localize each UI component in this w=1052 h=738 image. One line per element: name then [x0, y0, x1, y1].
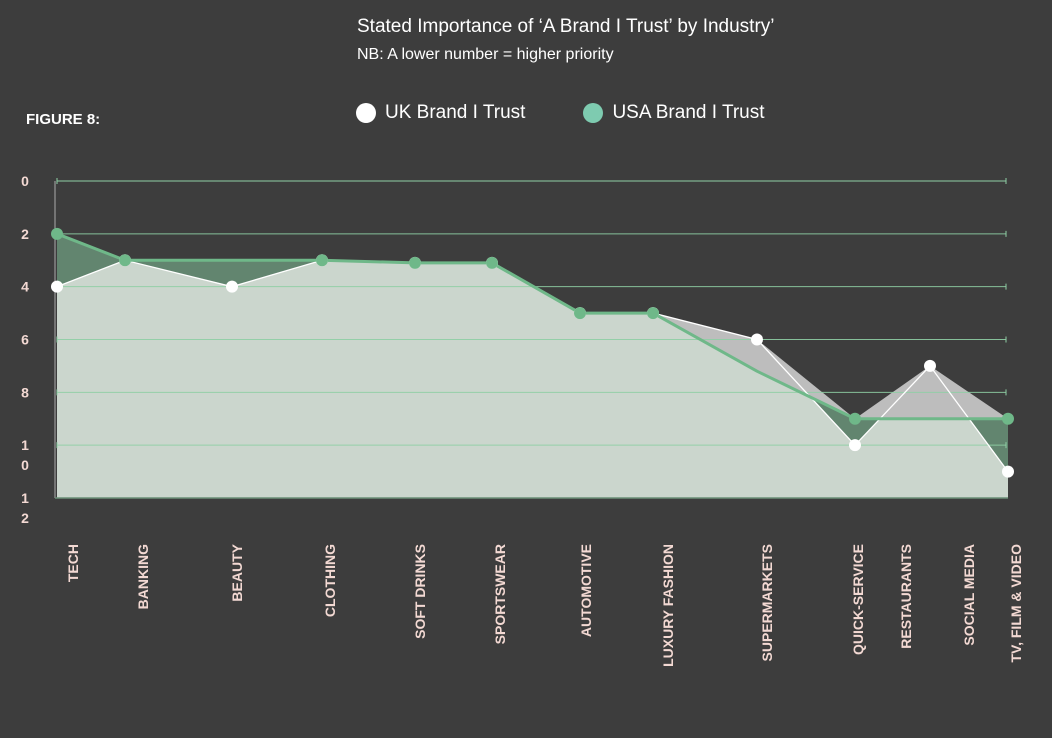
- legend-label-usa: USA Brand I Trust: [612, 102, 765, 123]
- uk-point: [849, 439, 861, 452]
- x-tick-label: AUTOMOTIVE: [578, 544, 594, 637]
- usa-point: [849, 412, 861, 425]
- y-tick-label: 0: [21, 457, 29, 473]
- uk-point: [1002, 465, 1014, 478]
- uk-point: [751, 333, 763, 346]
- usa-point: [316, 254, 328, 267]
- lines-layer: [56, 232, 1009, 472]
- legend-swatch-uk-icon: [356, 103, 376, 123]
- uk-point: [51, 280, 63, 293]
- x-tick-label: CLOTHING: [322, 544, 338, 617]
- x-tick-label: TV, FILM & VIDEO: [1008, 544, 1024, 663]
- x-tick-label: SUPERMARKETS: [759, 544, 775, 661]
- legend-item-usa: USA Brand I Trust: [583, 102, 765, 124]
- usa-point: [409, 256, 421, 269]
- areas-layer: [54, 181, 1008, 499]
- usa-point: [574, 307, 586, 320]
- y-tick-label: 4: [21, 279, 29, 295]
- y-tick-label: 8: [21, 384, 29, 400]
- x-tick-label: TECH: [65, 544, 81, 582]
- points-layer: [51, 227, 1014, 478]
- figure-label: FIGURE 8:: [26, 111, 101, 128]
- usa-point: [486, 256, 498, 269]
- x-axis-ticks: TECH BANKING BEAUTY CLOTHING SOFT DRINKS SPOR…: [65, 543, 1024, 667]
- x-tick-label: QUICK-SERVICE: [850, 544, 866, 655]
- y-tick-label: 2: [21, 226, 29, 242]
- uk-area: [57, 260, 1008, 498]
- y-tick-label: 0: [21, 173, 29, 189]
- x-tick-label: RESTAURANTS: [898, 544, 914, 649]
- legend-label-uk: UK Brand I Trust: [385, 102, 526, 123]
- x-tick-label: SOCIAL MEDIA: [961, 544, 977, 646]
- x-tick-label: BEAUTY: [229, 543, 245, 601]
- chart-subtitle: NB: A lower number = higher priority: [357, 46, 614, 63]
- x-tick-label: SOFT DRINKS: [412, 544, 428, 639]
- x-tick-label: BANKING: [135, 544, 151, 609]
- uk-point: [226, 280, 238, 293]
- legend: UK Brand I Trust USA Brand I Trust: [356, 102, 823, 124]
- usa-line: [56, 232, 1008, 421]
- usa-point: [119, 254, 131, 267]
- x-tick-label: SPORTSWEAR: [492, 544, 508, 644]
- y-tick-label: 6: [21, 332, 29, 348]
- legend-item-uk: UK Brand I Trust: [356, 102, 525, 124]
- usa-point: [1002, 412, 1014, 425]
- uk-point: [924, 359, 936, 372]
- chart-title: Stated Importance of ‘A Brand I Trust’ b…: [357, 16, 775, 37]
- usa-point: [51, 227, 63, 240]
- usa-point: [647, 307, 659, 320]
- y-tick-label: 2: [21, 510, 29, 526]
- y-tick-label: 1: [21, 437, 29, 453]
- x-tick-label: LUXURY FASHION: [660, 544, 676, 667]
- y-tick-label: 1: [21, 490, 29, 506]
- legend-swatch-usa-icon: [583, 103, 604, 123]
